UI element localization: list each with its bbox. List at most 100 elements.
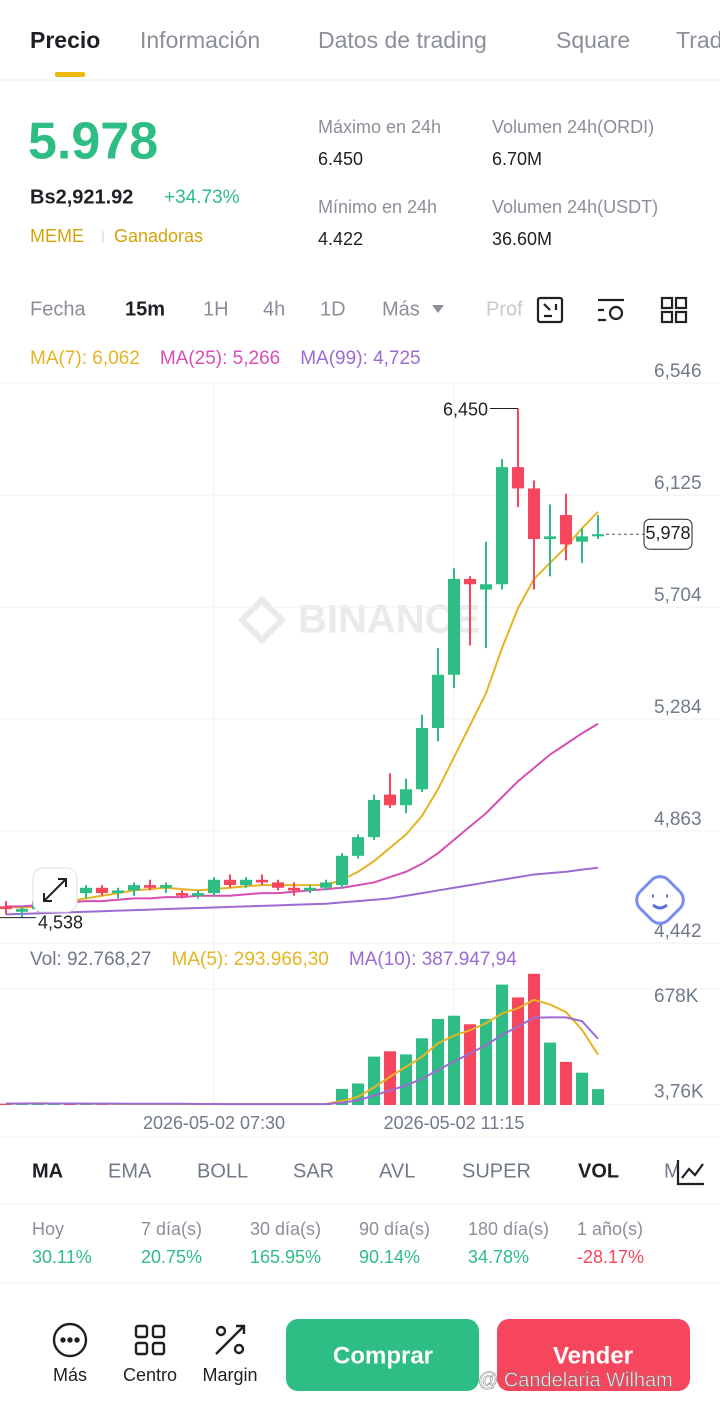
volume-bar <box>400 1054 412 1105</box>
tab[interactable]: Información <box>140 27 260 53</box>
fiat-price: Bs2,921.92 <box>30 186 133 208</box>
assistant-button[interactable] <box>632 872 689 929</box>
indicator-tab[interactable]: M <box>664 1160 681 1182</box>
low-label: 4,538 <box>38 912 83 932</box>
volume-bar <box>496 984 508 1105</box>
buy-label[interactable]: Comprar <box>333 1342 433 1369</box>
candle-body <box>560 515 572 545</box>
expand-icon <box>43 878 67 902</box>
legend-entry: MA(5): 293.966,30 <box>172 949 329 970</box>
sell-label[interactable]: Vender <box>553 1342 633 1369</box>
dropdown-arrow <box>432 305 444 313</box>
candle-body <box>80 887 92 894</box>
ma-line <box>5 511 599 909</box>
volume-bar <box>592 1089 604 1105</box>
tab[interactable]: Trad <box>676 27 720 53</box>
high-label: 6,450 <box>443 399 488 419</box>
stat-label: Mínimo en 24h <box>318 197 437 217</box>
candle-body <box>112 890 124 894</box>
candle-body <box>144 885 156 888</box>
performance-label: 30 día(s) <box>250 1219 321 1239</box>
candle-body <box>544 536 556 540</box>
y-tick-label: 5,704 <box>654 585 702 606</box>
interval[interactable]: 1H <box>203 298 229 320</box>
candle-body <box>192 893 204 896</box>
y-tick-label: 5,284 <box>654 697 702 718</box>
vol-tick-label: 678K <box>654 986 699 1007</box>
performance-value: 34.78% <box>468 1247 529 1267</box>
action-label[interactable]: Centro <box>123 1365 177 1385</box>
indicator-tabs: MA EMA BOLL SAR AVL SUPER VOL M <box>32 1160 681 1182</box>
price: 5.978 <box>28 113 158 171</box>
candle-body <box>448 578 460 675</box>
candle-body <box>288 887 300 891</box>
tab[interactable]: Datos de trading <box>318 27 487 53</box>
performance-label: Hoy <box>32 1219 64 1239</box>
volume-bar <box>0 1103 12 1105</box>
candle-body <box>128 885 140 891</box>
indicator-tab[interactable]: EMA <box>108 1160 152 1182</box>
sell-button[interactable] <box>497 1319 690 1391</box>
candle-body <box>224 879 236 886</box>
performance-value: 165.95% <box>250 1247 321 1267</box>
tag[interactable]: MEME <box>30 226 84 246</box>
candle-body <box>16 909 28 912</box>
candle-body <box>352 837 364 856</box>
action-label[interactable]: Margin <box>202 1365 257 1385</box>
interval[interactable]: 15m <box>125 298 165 320</box>
tab[interactable]: Precio <box>30 27 100 53</box>
performance-label: 90 día(s) <box>359 1219 430 1239</box>
indicator-tab[interactable]: VOL <box>578 1160 619 1182</box>
candle-body <box>208 879 220 894</box>
tag[interactable]: Ganadoras <box>114 226 203 246</box>
user-watermark: @ Candelaria Wilham <box>478 1369 673 1391</box>
candle-body <box>240 879 252 886</box>
legend-entry: MA(25): 5,266 <box>160 348 280 369</box>
volume-bar <box>64 1104 76 1105</box>
candle-body <box>528 488 540 540</box>
change: +34.73% <box>164 187 240 208</box>
candle-body <box>160 885 172 888</box>
candle-body <box>368 799 380 838</box>
tab[interactable]: Square <box>556 27 630 53</box>
action-icons[interactable] <box>52 1322 246 1358</box>
stat-value: 6.70M <box>492 149 542 169</box>
x-tick-label: 2026-05-02 11:15 <box>384 1113 525 1133</box>
candle-body <box>256 879 268 883</box>
interval[interactable]: Fecha <box>30 298 86 320</box>
y-tick-label: 4,863 <box>654 809 702 830</box>
x-tick-label: 2026-05-02 07:30 <box>143 1113 285 1133</box>
interval[interactable]: Prof <box>486 298 523 320</box>
interval[interactable]: 1D <box>320 298 346 320</box>
action-label[interactable]: Más <box>53 1365 87 1385</box>
candle-body <box>432 674 444 729</box>
candle-body <box>400 789 412 806</box>
interval[interactable]: Más <box>382 298 420 320</box>
indicator-tab[interactable]: BOLL <box>197 1160 248 1182</box>
interval[interactable]: 4h <box>263 298 285 320</box>
indicator-tab[interactable]: SAR <box>293 1160 334 1182</box>
performance-label: 1 año(s) <box>577 1219 643 1239</box>
buy-button[interactable] <box>286 1319 479 1391</box>
candle-body <box>464 578 476 585</box>
toolbar-icons[interactable] <box>536 296 688 324</box>
stat-label: Volumen 24h(USDT) <box>492 197 658 217</box>
volume-bar <box>512 997 524 1105</box>
y-tick-label: 4,442 <box>654 921 702 942</box>
chart-settings-icon[interactable] <box>676 1160 704 1186</box>
stat-value: 6.450 <box>318 149 363 169</box>
candle-body <box>512 467 524 489</box>
indicator-tab[interactable]: AVL <box>379 1160 415 1182</box>
stat-label: Máximo en 24h <box>318 117 441 137</box>
indicator-tab[interactable]: SUPER <box>462 1160 531 1182</box>
stat-label: Volumen 24h(ORDI) <box>492 117 654 137</box>
legend-entry: Vol: 92.768,27 <box>30 949 152 970</box>
stat-value: 4.422 <box>318 229 363 249</box>
indicator-tab[interactable]: MA <box>32 1160 63 1182</box>
volume-bar <box>416 1038 428 1105</box>
candle-body <box>336 855 348 886</box>
stat-value: 36.60M <box>492 229 552 249</box>
legend-entry: MA(7): 6,062 <box>30 348 140 369</box>
performance-label: 7 día(s) <box>141 1219 202 1239</box>
candle-body <box>416 728 428 790</box>
